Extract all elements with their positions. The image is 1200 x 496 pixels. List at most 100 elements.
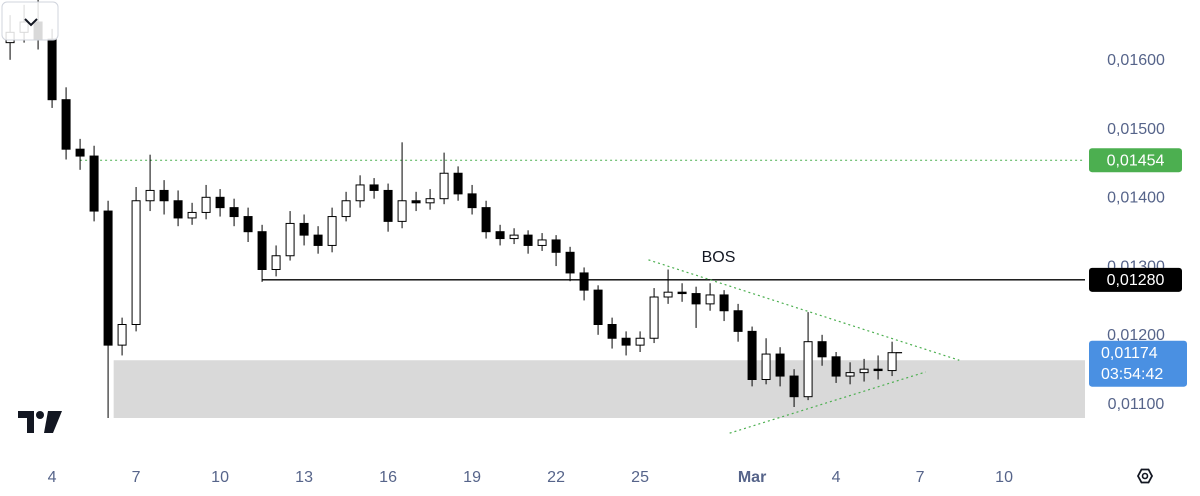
price-label-box xyxy=(1089,267,1182,292)
candle-body xyxy=(341,200,351,218)
candle-body xyxy=(593,289,603,325)
chevron-icon xyxy=(24,18,38,27)
last-price-box xyxy=(1089,340,1187,387)
price-label: 0,01280 xyxy=(1107,272,1165,289)
candle-body xyxy=(229,207,239,218)
button-frame[interactable] xyxy=(1,1,59,41)
candle-body xyxy=(131,200,141,325)
countdown-label: 03:54:42 xyxy=(1101,366,1163,383)
candle-body xyxy=(789,375,799,398)
candle-body xyxy=(285,222,295,257)
zone-layer xyxy=(113,360,1086,418)
candles-layer xyxy=(5,0,897,418)
candle-body xyxy=(173,200,183,219)
candle-body xyxy=(873,368,883,372)
candle-body xyxy=(887,352,897,372)
settings-button[interactable] xyxy=(1136,468,1154,484)
candle-body xyxy=(215,196,225,209)
candle-body xyxy=(271,255,281,270)
candle-body xyxy=(859,368,869,374)
y-tick-label: 0,01600 xyxy=(1107,52,1165,69)
candle-body xyxy=(607,324,617,339)
candle-body xyxy=(89,155,99,212)
candle-body xyxy=(747,330,757,380)
candle-body xyxy=(495,231,505,240)
price-label-box xyxy=(1089,148,1182,173)
candle-body xyxy=(397,200,407,222)
x-tick-label: 13 xyxy=(295,469,313,486)
candle-body xyxy=(481,207,491,233)
x-tick-label: 4 xyxy=(48,469,57,486)
candle-body xyxy=(75,148,85,157)
candle-body xyxy=(159,189,169,202)
y-tick-label: 0,01200 xyxy=(1107,327,1165,344)
settings-icon[interactable] xyxy=(1136,468,1154,484)
collapse-button[interactable] xyxy=(1,1,59,41)
y-tick-label: 0,01100 xyxy=(1108,396,1165,413)
candle-body xyxy=(663,291,673,298)
candle-body xyxy=(677,291,687,295)
candle-body xyxy=(369,184,379,191)
candle-body xyxy=(817,341,827,358)
labels-layer: 0,01454 0,01280 0,01174 03:54:42 xyxy=(896,148,1187,387)
logo-part xyxy=(18,411,34,433)
candle-body xyxy=(831,356,841,377)
candle-body xyxy=(509,234,519,240)
candle-body xyxy=(145,189,155,202)
candle-body xyxy=(649,296,659,339)
x-tick-label: 19 xyxy=(463,469,481,486)
candle-body xyxy=(47,38,57,101)
x-tick-label: Mar xyxy=(738,469,766,486)
candle-body xyxy=(803,341,813,398)
candle-body xyxy=(411,200,421,204)
y-tick-label: 0,01500 xyxy=(1107,121,1165,138)
x-tick-label: 22 xyxy=(547,469,565,486)
candle-body xyxy=(635,337,645,346)
candle-body xyxy=(537,239,547,246)
candle-body xyxy=(313,234,323,246)
candle-body xyxy=(621,337,631,346)
candle-body xyxy=(383,189,393,222)
candle-body xyxy=(61,99,71,150)
candle-body xyxy=(117,324,127,346)
price-label: 0,01454 xyxy=(1107,152,1165,169)
x-tick-label: 7 xyxy=(132,469,141,486)
x-tick-label: 25 xyxy=(631,469,649,486)
candle-body xyxy=(327,216,337,246)
x-tick-label: 4 xyxy=(832,469,841,486)
candle-body xyxy=(719,294,729,312)
level-text: BOS xyxy=(702,249,736,266)
candle-body xyxy=(733,310,743,332)
candle-body xyxy=(845,372,855,377)
candle-body xyxy=(243,216,253,233)
candle-body xyxy=(761,353,771,380)
candle-body xyxy=(187,211,197,219)
last-price-label: 0,01174 xyxy=(1101,345,1158,362)
candle-body xyxy=(257,231,267,270)
candle-body xyxy=(467,193,477,209)
candle-body xyxy=(299,222,309,236)
logo-part xyxy=(36,411,44,419)
x-tick-label: 7 xyxy=(916,469,925,486)
logo-part xyxy=(44,411,62,433)
candle-body xyxy=(425,198,435,204)
trend-line xyxy=(729,371,926,434)
candle-body xyxy=(355,184,365,202)
logo xyxy=(18,411,62,433)
x-tick-label: 10 xyxy=(211,469,229,486)
candle-body xyxy=(103,210,113,346)
x-tick-label: 10 xyxy=(995,469,1013,486)
candle-body xyxy=(201,196,211,213)
lines-layer: BOS xyxy=(80,159,1085,434)
candle-body xyxy=(565,251,575,274)
demand-zone xyxy=(113,360,1086,418)
candle-body xyxy=(579,272,589,291)
candle-body xyxy=(439,172,449,200)
candle-body xyxy=(551,239,561,253)
candle-body xyxy=(705,294,715,305)
candle-body xyxy=(775,353,785,377)
candle-body xyxy=(691,293,701,305)
y-tick-label: 0,01400 xyxy=(1107,190,1165,207)
